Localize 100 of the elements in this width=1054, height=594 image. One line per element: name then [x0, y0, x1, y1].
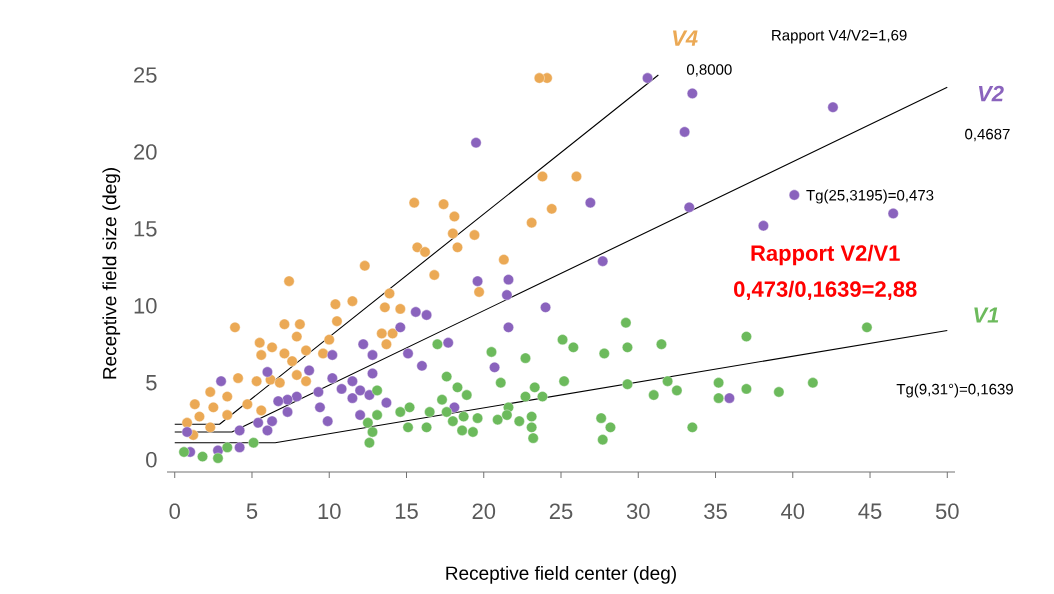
point — [207, 401, 219, 413]
text: V4 — [672, 30, 698, 46]
point — [357, 338, 369, 350]
text: Rapport V4/V2=1,69 — [772, 29, 907, 44]
point — [498, 254, 510, 266]
point — [546, 203, 558, 215]
point — [394, 321, 406, 333]
point — [229, 321, 241, 333]
point — [381, 338, 392, 350]
point — [283, 275, 295, 287]
point — [387, 328, 398, 339]
point — [274, 377, 286, 389]
y-tick-label: 20 — [134, 144, 157, 160]
point — [379, 301, 391, 313]
point — [279, 348, 290, 359]
point — [686, 88, 698, 99]
point — [254, 337, 266, 349]
point — [336, 383, 347, 395]
point — [241, 398, 253, 410]
point — [266, 415, 278, 427]
point — [317, 348, 329, 359]
annotation: Tg(9,31°)=0,1639 — [896, 383, 1013, 398]
point — [470, 137, 482, 149]
point — [354, 385, 366, 396]
text: V2 — [978, 85, 1004, 102]
point — [303, 365, 315, 376]
point — [232, 372, 244, 384]
point — [442, 337, 454, 349]
point — [330, 298, 341, 310]
point — [291, 391, 303, 402]
point — [181, 426, 193, 438]
point — [252, 417, 264, 429]
point — [489, 361, 500, 373]
point — [347, 295, 358, 307]
point — [533, 72, 545, 84]
point — [448, 401, 460, 413]
point — [887, 208, 899, 219]
point — [683, 201, 695, 213]
point — [402, 348, 414, 359]
point — [221, 391, 233, 402]
point — [571, 171, 582, 182]
y-tick-label: 0 — [146, 451, 157, 468]
point — [584, 197, 596, 209]
point — [282, 406, 293, 418]
point — [421, 309, 432, 321]
point — [537, 171, 548, 182]
point — [526, 217, 538, 229]
point — [367, 349, 378, 361]
x-tick-label: 50 — [935, 503, 959, 520]
point — [367, 368, 378, 379]
point — [416, 360, 428, 372]
point — [262, 425, 273, 436]
x-tick-label: 0 — [169, 503, 180, 520]
point — [501, 289, 513, 301]
point — [181, 417, 193, 429]
annotation: Tg(25,3195)=0,473 — [806, 189, 934, 204]
point — [448, 211, 460, 222]
point — [540, 301, 551, 313]
point — [724, 392, 735, 404]
y-axis-title: Receptive field size (deg) — [102, 168, 121, 379]
x-tick-label: 40 — [781, 503, 805, 520]
point — [381, 397, 392, 409]
point — [679, 126, 691, 138]
point — [428, 269, 440, 281]
point — [294, 318, 306, 330]
point — [827, 101, 839, 113]
x-tick-label: 20 — [472, 503, 496, 520]
point — [354, 409, 366, 421]
point — [410, 306, 422, 318]
point — [286, 355, 298, 367]
annotation: 0,8000 — [686, 64, 732, 77]
point — [503, 274, 514, 286]
point — [300, 345, 312, 356]
annotation: 0,473/0,1639=2,88 — [734, 280, 917, 301]
point — [300, 375, 312, 387]
point — [272, 395, 284, 407]
point — [452, 241, 463, 253]
x-tick-label: 5 — [246, 503, 258, 519]
point — [234, 425, 246, 436]
x-tick-label: 10 — [318, 503, 341, 520]
text: 0,4687 — [965, 128, 1010, 142]
x-tick-label: 35 — [704, 503, 727, 520]
point — [438, 198, 449, 210]
y-tick-label: 25 — [134, 67, 157, 83]
point — [221, 409, 233, 421]
text: V1 — [974, 307, 999, 323]
point — [758, 220, 769, 232]
point — [408, 197, 420, 209]
point — [262, 366, 273, 378]
point — [322, 415, 334, 427]
x-tick-label: 30 — [626, 503, 650, 520]
point — [314, 401, 326, 413]
x-axis-title: Receptive field center (deg) — [446, 565, 676, 584]
point — [347, 392, 358, 404]
annotation: Rapport V2/V1 — [751, 244, 900, 266]
point — [279, 318, 290, 330]
point — [204, 421, 216, 433]
point — [323, 334, 335, 346]
y-tick-label: 10 — [134, 298, 157, 314]
point — [503, 321, 514, 333]
